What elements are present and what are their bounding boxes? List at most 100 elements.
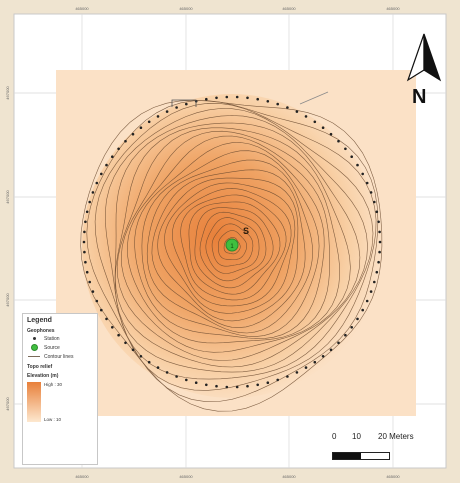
geophone-station[interactable] (117, 333, 120, 337)
geophone-station[interactable] (361, 172, 365, 176)
geophone-station[interactable] (378, 240, 382, 244)
geophone-station[interactable] (205, 383, 208, 387)
source-marker[interactable] (225, 238, 239, 252)
geophone-station[interactable] (95, 181, 99, 185)
geophone-station[interactable] (105, 163, 108, 167)
geophone-station[interactable] (91, 290, 95, 293)
contour-line (104, 108, 374, 380)
geophone-station[interactable] (365, 181, 369, 185)
contour-line (218, 230, 247, 260)
geophone-station[interactable] (304, 366, 308, 369)
geophone-station[interactable] (235, 95, 239, 99)
geophone-station[interactable] (83, 230, 86, 234)
geophone-station[interactable] (378, 230, 381, 234)
geophone-station[interactable] (205, 97, 208, 101)
geophone-station[interactable] (85, 270, 89, 274)
geophone-station[interactable] (286, 375, 289, 378)
geophone-station[interactable] (88, 280, 91, 284)
geophone-station[interactable] (375, 210, 379, 214)
geophone-station[interactable] (369, 191, 373, 194)
geophone-station[interactable] (91, 191, 95, 194)
geophone-station[interactable] (95, 299, 99, 303)
geophone-station[interactable] (337, 341, 340, 345)
geophone-station[interactable] (185, 102, 188, 106)
geophone-station[interactable] (194, 381, 198, 385)
geophone-station[interactable] (266, 100, 270, 103)
geophone-station[interactable] (350, 326, 354, 329)
geophone-station[interactable] (313, 360, 317, 364)
geophone-station[interactable] (156, 115, 160, 118)
geophone-station[interactable] (377, 260, 380, 264)
geophone-station[interactable] (84, 260, 87, 264)
geophone-station[interactable] (337, 139, 340, 143)
grid-label-bottom: 465000 (386, 474, 400, 479)
geophone-station[interactable] (375, 270, 379, 274)
geophone-station[interactable] (124, 341, 127, 345)
geophone-station[interactable] (344, 333, 347, 337)
geophone-station[interactable] (100, 172, 103, 176)
contour-line (116, 127, 351, 361)
geophone-station[interactable] (373, 280, 376, 284)
geophone-station[interactable] (256, 97, 260, 101)
geophone-station[interactable] (215, 96, 218, 100)
geophone-station[interactable] (175, 375, 178, 378)
geophone-station[interactable] (83, 250, 86, 254)
geophone-station[interactable] (82, 240, 86, 244)
geophone-station[interactable] (147, 120, 151, 124)
geophone-station[interactable] (329, 348, 333, 352)
geophone-station[interactable] (304, 115, 308, 118)
geophone-station[interactable] (246, 384, 249, 388)
geophone-station[interactable] (147, 360, 151, 364)
geophone-station[interactable] (235, 385, 239, 389)
geophone-station[interactable] (131, 132, 135, 136)
geophone-station[interactable] (131, 348, 135, 352)
geophone-station[interactable] (377, 220, 380, 224)
geophone-station[interactable] (373, 200, 376, 204)
geophone-station[interactable] (350, 155, 354, 158)
geophone-station[interactable] (286, 106, 289, 109)
geophone-station[interactable] (225, 95, 229, 99)
geophone-station[interactable] (139, 355, 143, 358)
geophone-station[interactable] (84, 220, 87, 224)
geophone-station[interactable] (117, 147, 120, 151)
geophone-station[interactable] (139, 126, 143, 129)
geophone-station[interactable] (378, 250, 381, 254)
legend-station-label: Station (44, 335, 60, 342)
geophone-station[interactable] (124, 139, 127, 143)
geophone-station[interactable] (246, 96, 249, 100)
geophone-station[interactable] (215, 384, 218, 388)
geophone-station[interactable] (88, 200, 91, 204)
elevation-color-ramp (27, 382, 41, 422)
grid-label-left: 467000 (5, 397, 10, 411)
geophone-station[interactable] (276, 102, 280, 106)
geophone-station[interactable] (256, 383, 260, 387)
geophone-station[interactable] (369, 290, 373, 293)
geophone-station[interactable] (105, 317, 108, 321)
geophone-station[interactable] (276, 378, 280, 382)
geophone-station[interactable] (100, 308, 103, 312)
contour-line (126, 135, 331, 344)
geophone-station[interactable] (321, 355, 325, 358)
geophone-station[interactable] (356, 163, 359, 167)
source-marker-number: 1 (230, 244, 234, 250)
geophone-station[interactable] (313, 120, 317, 124)
geophone-station[interactable] (321, 126, 325, 129)
geophone-station[interactable] (85, 210, 89, 214)
legend-row-contour: Contour lines (27, 352, 93, 361)
geophone-station[interactable] (356, 317, 359, 321)
geophone-station[interactable] (361, 308, 365, 312)
geophone-station[interactable] (365, 299, 369, 303)
geophone-station[interactable] (165, 371, 169, 374)
geophone-station[interactable] (329, 132, 333, 136)
geophone-station[interactable] (266, 381, 270, 385)
geophone-station[interactable] (111, 155, 114, 158)
geophone-station[interactable] (185, 378, 188, 382)
geophone-station[interactable] (165, 110, 169, 113)
geophone-station[interactable] (175, 106, 178, 109)
geophone-station[interactable] (156, 366, 160, 369)
geophone-station[interactable] (295, 371, 299, 374)
geophone-station[interactable] (111, 326, 114, 329)
geophone-station[interactable] (295, 110, 299, 113)
geophone-station[interactable] (344, 147, 347, 151)
geophone-station[interactable] (225, 385, 229, 389)
